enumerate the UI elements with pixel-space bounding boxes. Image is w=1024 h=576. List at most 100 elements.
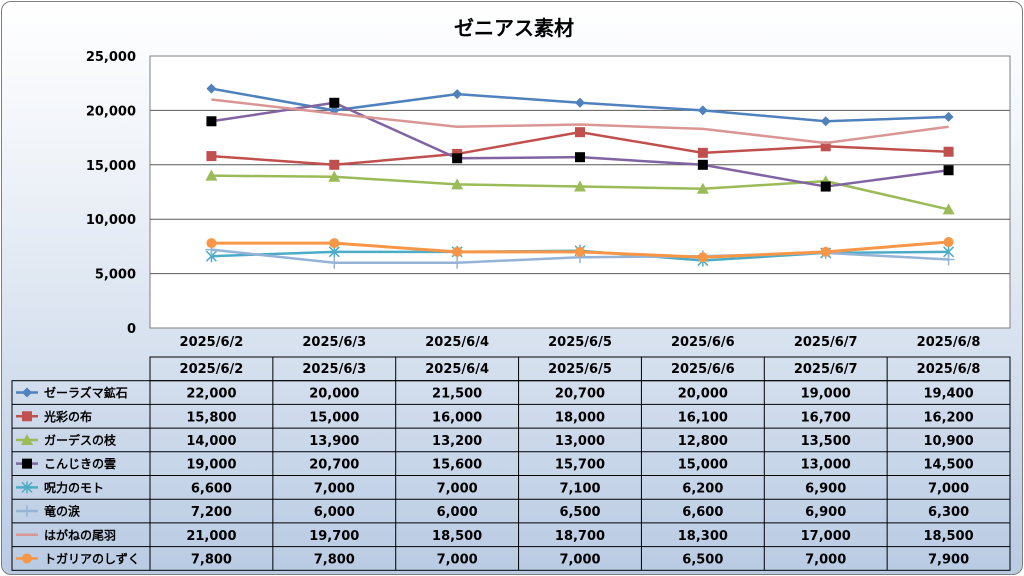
data-point xyxy=(574,180,586,192)
x-tick-label: 2025/6/7 xyxy=(794,335,858,350)
y-tick-label: 25,000 xyxy=(86,50,136,65)
table-header-label: 2025/6/8 xyxy=(917,362,981,377)
table-cell: 18,300 xyxy=(678,529,728,544)
table-cell: 7,000 xyxy=(437,481,478,496)
table-cell: 13,000 xyxy=(555,434,605,449)
table-cell: 6,000 xyxy=(437,505,478,520)
table-cell: 19,000 xyxy=(186,458,236,473)
table-cell: 20,000 xyxy=(678,387,728,402)
table-cell: 20,700 xyxy=(309,458,359,473)
table-cell: 20,000 xyxy=(309,387,359,402)
data-point xyxy=(452,246,463,257)
data-point xyxy=(943,111,954,122)
table-cell: 15,800 xyxy=(186,410,236,425)
data-point xyxy=(943,165,954,176)
table-cell: 18,500 xyxy=(432,529,482,544)
table-header-label: 2025/6/2 xyxy=(180,362,244,377)
x-tick-label: 2025/6/6 xyxy=(671,335,735,350)
table-cell: 6,600 xyxy=(191,481,232,496)
data-point xyxy=(206,238,217,249)
table-cell: 16,700 xyxy=(801,410,851,425)
legend-label: トガリアのしずく xyxy=(44,551,140,566)
table-cell: 13,200 xyxy=(432,434,482,449)
plot-area xyxy=(149,55,1011,329)
x-tick-label: 2025/6/2 xyxy=(180,335,244,350)
table-cell: 7,000 xyxy=(314,481,355,496)
data-point xyxy=(575,97,585,108)
table-cell: 7,800 xyxy=(191,552,232,567)
data-point xyxy=(452,89,463,100)
table-cell: 15,000 xyxy=(678,458,728,473)
series-line xyxy=(211,98,949,145)
table-cell: 7,800 xyxy=(314,552,355,567)
data-point xyxy=(697,252,708,263)
y-tick-label: 0 xyxy=(127,322,136,337)
data-point xyxy=(943,237,954,248)
table-header-label: 2025/6/7 xyxy=(794,362,858,377)
table-cell: 7,900 xyxy=(928,552,969,567)
legend-label: ガーデスの枝 xyxy=(44,432,117,447)
data-point xyxy=(22,387,32,398)
table-cell: 10,900 xyxy=(923,434,973,449)
data-point xyxy=(820,246,831,257)
table-cell: 16,000 xyxy=(432,410,482,425)
table-cell: 15,000 xyxy=(309,410,359,425)
table-cell: 21,000 xyxy=(186,529,236,544)
data-point xyxy=(328,256,341,269)
table-cell: 6,200 xyxy=(682,481,723,496)
table-cell: 7,000 xyxy=(805,552,846,567)
table-cell: 15,600 xyxy=(432,458,482,473)
data-point xyxy=(329,159,340,170)
table-cell: 16,100 xyxy=(678,410,728,425)
x-tick-label: 2025/6/4 xyxy=(425,335,489,350)
table-cell: 6,000 xyxy=(314,505,355,520)
data-point xyxy=(451,256,464,269)
y-tick-label: 5,000 xyxy=(95,268,136,283)
data-point xyxy=(22,411,32,422)
legend-label: はがねの尾羽 xyxy=(44,527,116,542)
table-cell: 7,000 xyxy=(559,552,600,567)
table-cell: 6,600 xyxy=(682,505,723,520)
data-point xyxy=(697,147,708,158)
data-point xyxy=(21,433,33,445)
table-header-label: 2025/6/6 xyxy=(671,362,735,377)
x-tick-label: 2025/6/8 xyxy=(917,335,981,350)
data-point xyxy=(697,159,708,170)
legend-label: 竜の涙 xyxy=(44,504,80,519)
data-point xyxy=(575,246,585,257)
data-point xyxy=(22,458,32,469)
x-tick-label: 2025/6/3 xyxy=(302,335,366,350)
data-point xyxy=(206,151,217,162)
data-point xyxy=(206,116,217,127)
table-cell: 18,700 xyxy=(555,529,605,544)
x-tick-label: 2025/6/5 xyxy=(548,335,612,350)
legend-label: 光彩の布 xyxy=(43,409,92,424)
data-point xyxy=(205,169,218,181)
table-cell: 6,500 xyxy=(682,552,723,567)
data-point xyxy=(575,152,585,163)
table-cell: 6,500 xyxy=(559,505,600,520)
table-cell: 14,500 xyxy=(923,458,973,473)
data-point xyxy=(820,116,831,127)
data-point xyxy=(21,505,33,518)
data-point xyxy=(329,97,340,108)
y-tick-label: 20,000 xyxy=(86,104,136,119)
table-cell: 12,800 xyxy=(678,434,728,449)
data-point xyxy=(452,153,463,164)
table-cell: 13,900 xyxy=(309,434,359,449)
data-point xyxy=(696,182,709,194)
data-point xyxy=(206,83,217,94)
table-cell: 19,700 xyxy=(309,529,359,544)
y-tick-label: 15,000 xyxy=(86,159,136,174)
legend-label: こんじきの雲 xyxy=(44,457,116,471)
data-point xyxy=(328,170,341,182)
data-point xyxy=(697,105,708,116)
data-point xyxy=(942,253,955,266)
table-cell: 22,000 xyxy=(186,387,236,402)
table-cell: 7,100 xyxy=(559,481,600,496)
table-header-label: 2025/6/5 xyxy=(548,362,612,377)
y-tick-label: 10,000 xyxy=(86,213,136,228)
legend-label: 呪力のモト xyxy=(44,480,104,495)
table-cell: 6,900 xyxy=(805,505,846,520)
